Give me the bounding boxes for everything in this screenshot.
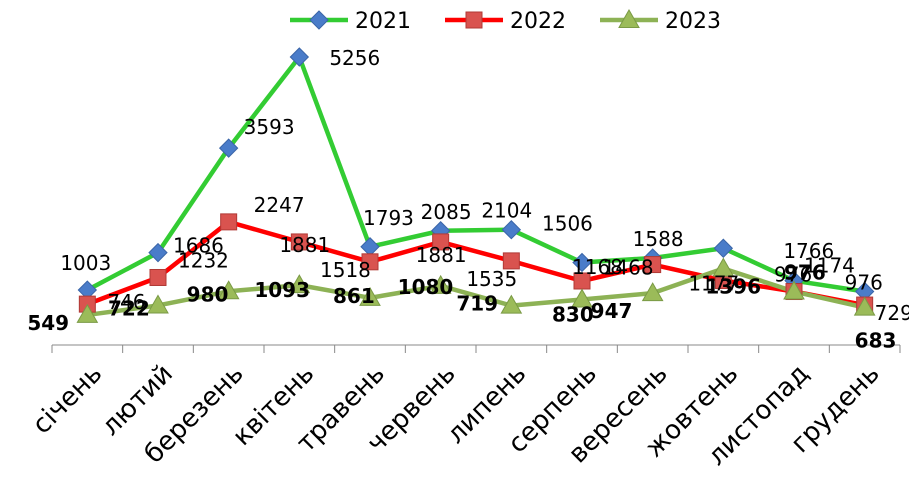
x-tick-labels: січеньлютийберезеньквітеньтравеньчервень… bbox=[27, 359, 886, 472]
data-point-2021 bbox=[501, 220, 522, 240]
series-line-2023 bbox=[87, 266, 866, 318]
legend-label-2021: 2021 bbox=[355, 9, 411, 34]
data-label-2022: 746 bbox=[107, 290, 145, 314]
data-point-2023 bbox=[429, 274, 452, 294]
data-point-2023 bbox=[712, 257, 735, 277]
legend: 2021 2022 2023 bbox=[290, 8, 721, 34]
data-label-2021: 1588 bbox=[633, 227, 684, 251]
data-point-2022 bbox=[644, 256, 662, 274]
data-label-2022: 729 bbox=[875, 301, 909, 325]
data-point-2023 bbox=[217, 280, 240, 300]
series-line-2022 bbox=[86, 219, 866, 308]
data-point-2023 bbox=[288, 274, 311, 294]
data-label-2023: 1093 bbox=[254, 278, 310, 302]
data-point-2021 bbox=[218, 138, 239, 158]
data-label-2021: 1793 bbox=[363, 206, 414, 230]
legend-marker-2021 bbox=[309, 10, 329, 30]
data-point-2022 bbox=[361, 253, 379, 271]
data-label-2022: 1232 bbox=[178, 248, 229, 272]
data-label-2021: 5256 bbox=[329, 46, 380, 70]
data-label-2022: 1881 bbox=[279, 233, 330, 257]
data-label-2021: 3593 bbox=[244, 115, 295, 139]
data-point-2022 bbox=[149, 268, 167, 286]
data-point-2023 bbox=[500, 294, 523, 314]
data-label-2023: 719 bbox=[456, 292, 498, 316]
data-point-2021 bbox=[289, 47, 310, 67]
data-point-2023 bbox=[571, 288, 593, 308]
series-lines bbox=[86, 54, 866, 318]
x-axis bbox=[51, 344, 901, 353]
data-label-2021: 1766 bbox=[783, 239, 834, 263]
data-label-2023: 683 bbox=[855, 329, 897, 353]
data-label-2023: 549 bbox=[27, 311, 69, 335]
data-labels: 1003 1686 3593 5256 1793 2085 2104 1506 1588 1766… bbox=[27, 46, 909, 353]
data-point-2021 bbox=[360, 237, 380, 257]
data-label-2023: 861 bbox=[333, 284, 375, 308]
data-label-2021: 1174 bbox=[804, 254, 855, 278]
data-point-2022 bbox=[220, 213, 238, 231]
series-markers bbox=[76, 47, 876, 323]
data-label-2022: 976 bbox=[774, 263, 812, 287]
series-line-2021 bbox=[86, 54, 866, 294]
data-point-2023 bbox=[853, 296, 876, 316]
data-point-2023 bbox=[783, 280, 805, 300]
data-label-2022: 1468 bbox=[603, 256, 654, 280]
data-point-2023 bbox=[641, 282, 664, 302]
data-label-2021: 1686 bbox=[173, 234, 224, 258]
data-label-2023: 980 bbox=[187, 282, 229, 306]
data-label-2021: 1506 bbox=[542, 211, 593, 235]
data-label-2023: 722 bbox=[108, 296, 150, 320]
data-label-2021: 2104 bbox=[481, 199, 532, 223]
data-label-2023: 830 bbox=[552, 303, 594, 327]
data-point-2021 bbox=[572, 252, 592, 273]
data-label-2021: 1003 bbox=[60, 251, 111, 275]
data-point-2023 bbox=[359, 286, 381, 306]
data-label-2022: 1535 bbox=[466, 267, 517, 291]
data-label-2022: 1518 bbox=[320, 258, 371, 282]
data-label-2022: 1168 bbox=[572, 255, 623, 279]
data-label-2021: 976 bbox=[845, 271, 883, 295]
data-point-2021 bbox=[713, 238, 734, 258]
legend-label-2023: 2023 bbox=[665, 9, 721, 34]
data-point-2023 bbox=[147, 294, 169, 314]
data-label-2021: 2085 bbox=[421, 200, 472, 224]
data-point-2023 bbox=[76, 303, 99, 323]
legend-marker-2022 bbox=[465, 11, 483, 29]
data-label-2023: 976 bbox=[784, 261, 826, 285]
legend-marker-2023 bbox=[618, 8, 640, 28]
data-label-2022: 1881 bbox=[416, 243, 467, 267]
data-label-2023: 1396 bbox=[705, 275, 761, 299]
data-point-2022 bbox=[290, 233, 308, 251]
x-tick-label: січень bbox=[27, 359, 108, 440]
data-point-2022 bbox=[432, 233, 450, 251]
data-point-2021 bbox=[148, 242, 168, 263]
data-point-2022 bbox=[502, 252, 520, 270]
data-label-2022: 2247 bbox=[254, 193, 305, 217]
data-label-2022: 1177 bbox=[688, 272, 739, 296]
data-label-2023: 1080 bbox=[398, 275, 454, 299]
legend-label-2022: 2022 bbox=[510, 9, 566, 34]
data-label-2023: 947 bbox=[591, 299, 633, 323]
